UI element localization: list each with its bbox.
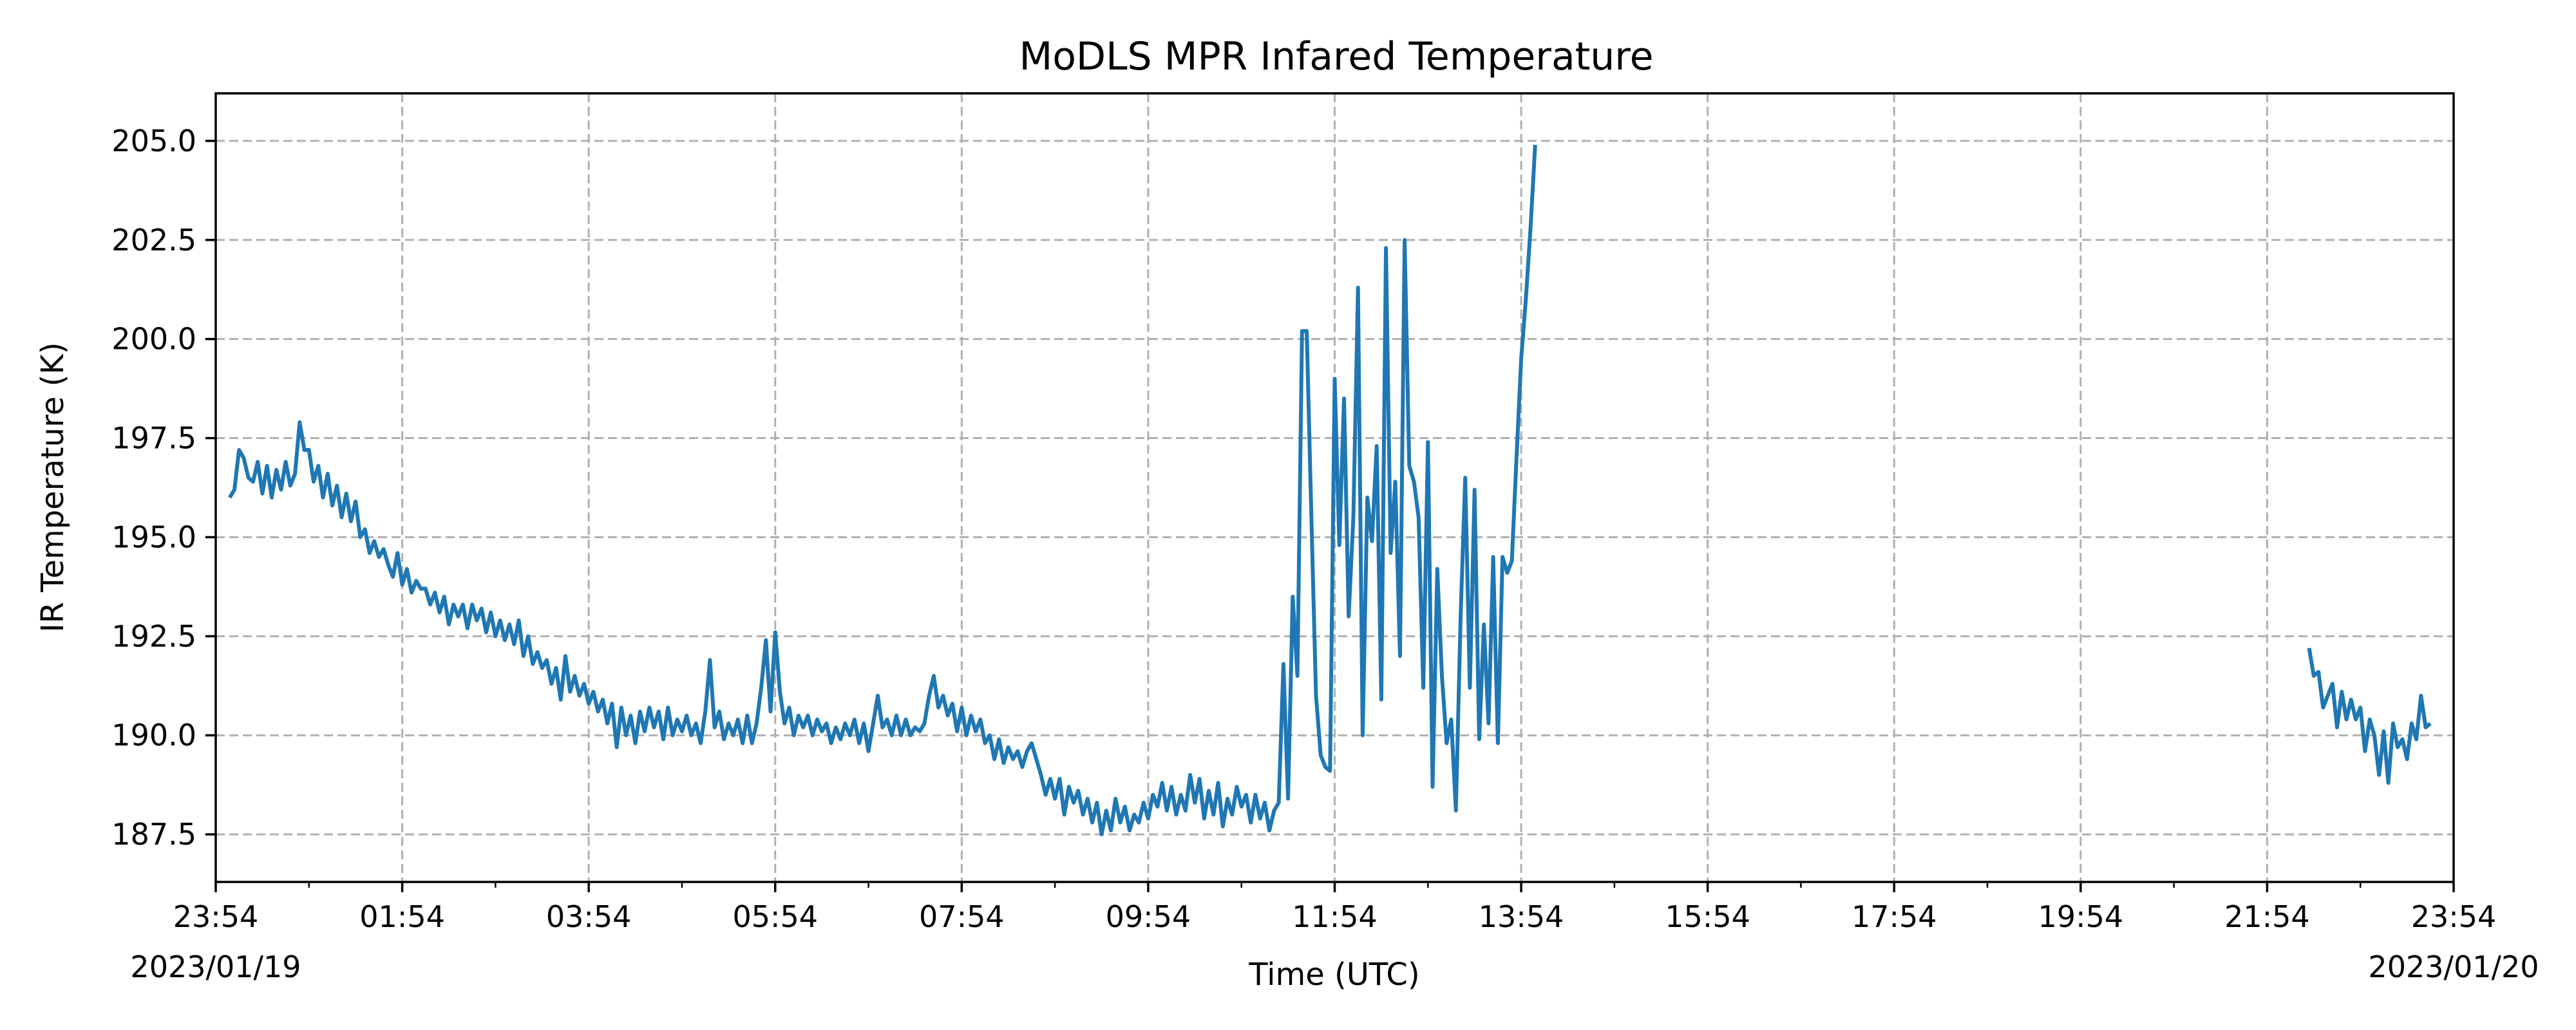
x-tick-label: 23:54 [2411,899,2497,934]
x-tick-label: 11:54 [1292,899,1378,934]
x-tick-label: 21:54 [2224,899,2310,934]
x-tick-label: 23:54 [173,899,259,934]
y-tick-label: 202.5 [111,223,196,258]
x-axis: 23:54 2023/01/19 01:54 03:54 05:54 07:54 09:54… [130,882,2539,984]
x-tick-label: 13:54 [1479,899,1564,934]
x-tick-label: 07:54 [919,899,1005,934]
y-axis: 187.5 190.0 192.5 195.0 197.5 200.0 202.5 205.0 [111,124,216,852]
series-layer [228,144,2432,837]
chart-title: MoDLS MPR Infared Temperature [1019,34,1653,79]
y-axis-label: IR Temperature (K) [35,342,71,632]
x-date-label: 2023/01/20 [2368,950,2539,984]
x-axis-label: Time (UTC) [1248,957,1419,993]
x-tick-label: 17:54 [1852,899,1937,934]
x-tick-label: 09:54 [1106,899,1191,934]
x-tick-label: 15:54 [1665,899,1750,934]
y-tick-label: 192.5 [111,619,196,653]
y-tick-label: 197.5 [111,421,196,456]
y-tick-label: 187.5 [111,817,196,852]
x-tick-label: 19:54 [2038,899,2124,934]
y-tick-label: 200.0 [111,322,196,357]
x-date-label: 2023/01/19 [130,950,301,984]
x-tick-label: 03:54 [546,899,632,934]
y-tick-label: 190.0 [111,718,196,753]
x-tick-label: 01:54 [359,899,445,934]
y-tick-label: 205.0 [111,124,196,158]
x-tick-label: 05:54 [732,899,818,934]
grid-lines [216,93,2454,882]
series-line [2307,648,2432,785]
y-tick-label: 195.0 [111,520,196,554]
series-line [228,144,1537,837]
